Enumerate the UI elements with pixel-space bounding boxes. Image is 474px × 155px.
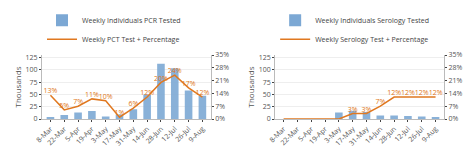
svg-text:25: 25: [30, 102, 38, 111]
svg-text:19-Apr: 19-Apr: [307, 124, 329, 146]
svg-text:24%: 24%: [168, 66, 182, 75]
svg-text:125: 125: [26, 53, 38, 62]
svg-text:21%: 21%: [215, 76, 229, 85]
svg-text:12%: 12%: [140, 88, 154, 97]
svg-text:22-Mar: 22-Mar: [278, 124, 301, 147]
svg-text:3-May: 3-May: [322, 124, 343, 145]
svg-text:6%: 6%: [128, 99, 138, 108]
svg-text:7%: 7%: [73, 97, 83, 106]
svg-text:17-May: 17-May: [100, 124, 124, 148]
svg-text:26-Jul: 26-Jul: [406, 124, 425, 143]
svg-text:12-Jul: 12-Jul: [159, 124, 178, 143]
svg-text:5-Apr: 5-Apr: [63, 124, 82, 143]
svg-text:10%: 10%: [99, 92, 113, 101]
svg-text:1%: 1%: [115, 108, 125, 117]
svg-text:11%: 11%: [85, 90, 99, 99]
svg-text:75: 75: [30, 78, 38, 87]
svg-text:28%: 28%: [448, 63, 462, 72]
svg-text:0: 0: [34, 114, 38, 123]
svg-text:19-Apr: 19-Apr: [74, 124, 96, 146]
svg-text:100: 100: [259, 65, 271, 74]
svg-text:28%: 28%: [215, 63, 229, 72]
svg-text:Weekly Individuals PCR Tested: Weekly Individuals PCR Tested: [82, 16, 181, 25]
svg-text:0%: 0%: [448, 114, 458, 123]
svg-text:Thousands: Thousands: [245, 66, 256, 107]
svg-text:75: 75: [263, 78, 271, 87]
svg-text:12%: 12%: [429, 88, 443, 97]
svg-text:13%: 13%: [44, 86, 58, 95]
svg-text:9-Aug: 9-Aug: [187, 124, 207, 144]
svg-text:14%: 14%: [448, 89, 462, 98]
svg-text:50: 50: [30, 90, 38, 99]
svg-text:50: 50: [263, 90, 271, 99]
svg-text:12-Jul: 12-Jul: [393, 124, 412, 143]
svg-text:3%: 3%: [362, 105, 372, 114]
svg-text:14-Jun: 14-Jun: [363, 124, 384, 145]
svg-text:Weekly Serology Test + Percent: Weekly Serology Test + Percentage: [315, 35, 428, 44]
svg-text:100: 100: [26, 65, 38, 74]
svg-text:12%: 12%: [387, 88, 401, 97]
svg-text:8-Mar: 8-Mar: [267, 124, 287, 144]
svg-text:14-Jun: 14-Jun: [130, 124, 151, 145]
svg-text:0%: 0%: [215, 114, 225, 123]
svg-text:14%: 14%: [215, 89, 229, 98]
svg-text:26-Jul: 26-Jul: [173, 124, 192, 143]
svg-text:12%: 12%: [415, 88, 429, 97]
svg-text:8-Mar: 8-Mar: [34, 124, 54, 144]
svg-text:7%: 7%: [215, 102, 225, 111]
svg-text:5%: 5%: [59, 101, 69, 110]
svg-text:9-Aug: 9-Aug: [420, 124, 440, 144]
svg-text:20%: 20%: [154, 74, 168, 83]
svg-text:0: 0: [267, 114, 271, 123]
svg-text:28-Jun: 28-Jun: [144, 124, 165, 145]
svg-text:22-Mar: 22-Mar: [45, 124, 68, 147]
svg-text:17%: 17%: [182, 79, 196, 88]
svg-text:35%: 35%: [215, 50, 229, 59]
svg-text:Weekly PCT Test + Percentage: Weekly PCT Test + Percentage: [82, 35, 179, 44]
svg-text:125: 125: [259, 53, 271, 62]
svg-text:21%: 21%: [448, 76, 462, 85]
svg-text:31-May: 31-May: [347, 124, 371, 148]
svg-text:3-May: 3-May: [89, 124, 110, 145]
svg-text:35%: 35%: [448, 50, 462, 59]
svg-text:12%: 12%: [401, 88, 415, 97]
svg-text:25: 25: [263, 102, 271, 111]
svg-text:17-May: 17-May: [333, 124, 357, 148]
svg-text:7%: 7%: [375, 97, 385, 106]
svg-text:31-May: 31-May: [114, 124, 138, 148]
svg-text:3%: 3%: [348, 105, 358, 114]
svg-text:Thousands: Thousands: [12, 66, 23, 107]
svg-text:5-Apr: 5-Apr: [296, 124, 315, 143]
svg-text:28-Jun: 28-Jun: [377, 124, 398, 145]
svg-text:7%: 7%: [448, 102, 458, 111]
svg-text:Weekly Individuals Serology Te: Weekly Individuals Serology Tested: [315, 16, 429, 25]
svg-text:12%: 12%: [196, 88, 210, 97]
